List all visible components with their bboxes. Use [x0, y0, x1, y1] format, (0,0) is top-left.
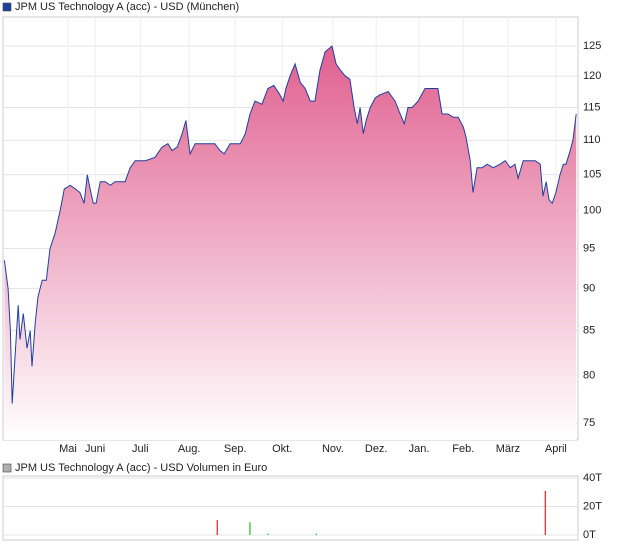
y-tick-label: 95 — [583, 242, 595, 254]
x-tick-label: Feb. — [452, 443, 474, 455]
y-tick-label: 115 — [583, 101, 601, 113]
y-tick-label: 110 — [583, 134, 601, 146]
x-tick-label: Okt. — [272, 443, 292, 455]
bar — [267, 533, 269, 536]
line — [3, 45, 577, 404]
area — [4, 46, 577, 440]
x-tick-label: Sep. — [224, 443, 247, 455]
x-tick-label: April — [545, 443, 567, 455]
y-tick-label: 90 — [583, 282, 595, 294]
legend-label: JPM US Technology A (acc) - USD (München… — [15, 1, 239, 13]
bar — [249, 522, 251, 536]
plot-frame — [2, 475, 579, 541]
x-tick-label: Jan. — [409, 443, 430, 455]
x-tick-label: Nov. — [322, 443, 344, 455]
y-tick-label: 0T — [583, 529, 596, 541]
bar — [216, 520, 218, 536]
y-tick-label: 100 — [583, 205, 601, 217]
y-tick-label: 120 — [583, 70, 601, 82]
bar — [544, 490, 546, 536]
y-tick-label: 80 — [583, 369, 595, 381]
y-tick-label: 40T — [583, 472, 602, 484]
y-tick-label: 105 — [583, 169, 601, 181]
x-tick-label: Aug. — [178, 443, 201, 455]
y-tick-label: 75 — [583, 417, 595, 429]
x-tick-label: Juli — [132, 443, 149, 455]
legend-swatch — [2, 463, 12, 473]
bar — [315, 533, 317, 536]
x-tick-label: März — [496, 443, 520, 455]
x-tick-label: Dez. — [365, 443, 388, 455]
y-tick-label: 125 — [583, 40, 601, 52]
y-tick-label: 85 — [583, 325, 595, 337]
x-tick-label: Juni — [85, 443, 105, 455]
y-tick-label: 20T — [583, 500, 602, 512]
legend-swatch — [2, 2, 12, 12]
x-tick-label: Mai — [59, 443, 77, 455]
legend-label: JPM US Technology A (acc) - USD Volumen … — [15, 462, 267, 474]
